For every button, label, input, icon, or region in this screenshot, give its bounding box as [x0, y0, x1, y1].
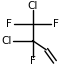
- Text: Cl: Cl: [27, 1, 38, 11]
- Text: Cl: Cl: [2, 36, 12, 46]
- Text: F: F: [30, 56, 35, 66]
- Text: F: F: [53, 19, 59, 29]
- Text: F: F: [6, 19, 12, 29]
